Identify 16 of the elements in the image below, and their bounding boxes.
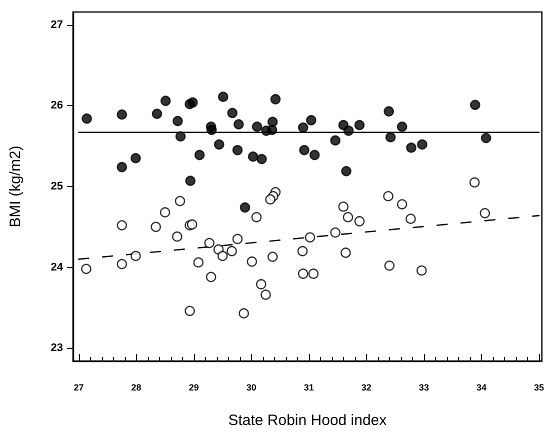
- y-tick-label: 25: [50, 180, 63, 192]
- x-tick-label: 31: [304, 382, 314, 392]
- x-tick-label: 32: [361, 382, 372, 392]
- x-tick-label: 28: [131, 382, 142, 392]
- y-axis-title: BMI (kg/m2): [7, 146, 24, 228]
- y-tick-label: 26: [50, 100, 63, 112]
- x-tick-label: 33: [418, 382, 429, 392]
- x-tick-label: 34: [476, 382, 486, 392]
- y-tick-label: 27: [50, 18, 63, 31]
- x-tick-label: 29: [188, 382, 199, 392]
- x-tick-label: 30: [246, 382, 256, 392]
- x-axis-title: State Robin Hood index: [228, 412, 388, 429]
- y-tick-label: 24: [50, 261, 64, 274]
- x-tick-label: 27: [74, 382, 84, 392]
- x-tick-label: 35: [534, 382, 544, 392]
- y-tick-label: 23: [50, 342, 63, 354]
